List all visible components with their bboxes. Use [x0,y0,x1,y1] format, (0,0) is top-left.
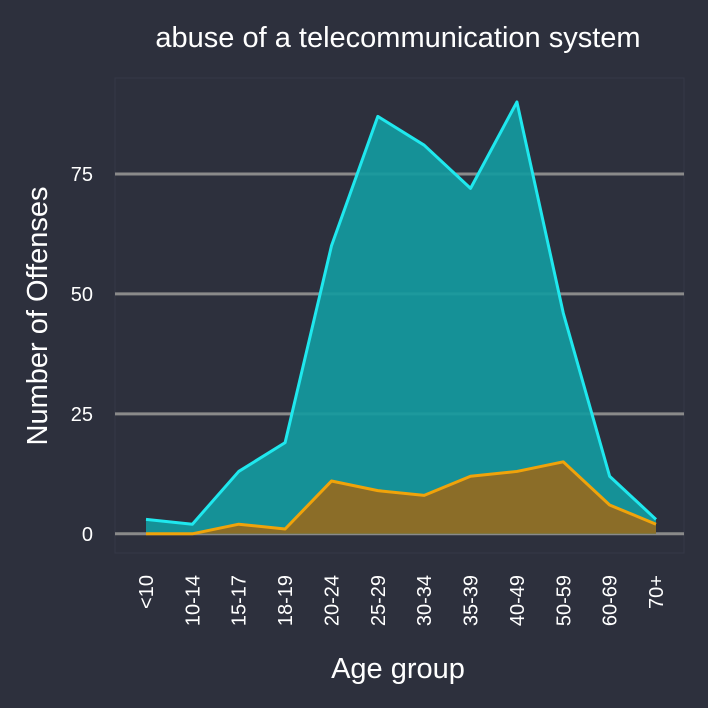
x-axis-title: Age group [331,653,465,685]
x-tick-label-20-24: 20-24 [321,575,343,626]
x-tick-label-10-14: 10-14 [182,575,204,626]
x-tick-label-15-17: 15-17 [229,575,251,626]
y-axis-title: Number of Offenses [22,187,54,446]
y-tick-label-0: 0 [82,524,93,546]
x-axis-ticks: <10 10-14 15-17 18-19 20-24 25-29 30-34 35-39 40… [136,575,668,626]
x-tick-label-50-59: 50-59 [553,575,575,626]
series-2-line [146,460,657,536]
x-tick-label-60-69: 60-69 [600,575,622,626]
x-tick-label-40-49: 40-49 [507,575,529,626]
series-1-area [146,101,656,534]
x-tick-label-30-34: 30-34 [414,575,436,626]
series-areas [146,101,656,534]
series-1-line [145,100,658,526]
x-tick-label-18-19: 18-19 [275,575,297,626]
series-2-area [146,461,656,534]
x-tick-label-<10: <10 [136,575,158,609]
x-tick-label-70+: 70+ [646,575,668,609]
x-tick-label-35-39: 35-39 [461,575,483,626]
y-tick-label-25: 25 [71,404,93,426]
y-tick-label-75: 75 [71,164,93,186]
chart-title: abuse of a telecommunication system [155,22,640,54]
series-lines [145,100,658,536]
x-tick-label-25-29: 25-29 [368,575,390,626]
y-axis-ticks: 0 25 50 75 [71,164,93,546]
y-tick-label-50: 50 [71,284,93,306]
